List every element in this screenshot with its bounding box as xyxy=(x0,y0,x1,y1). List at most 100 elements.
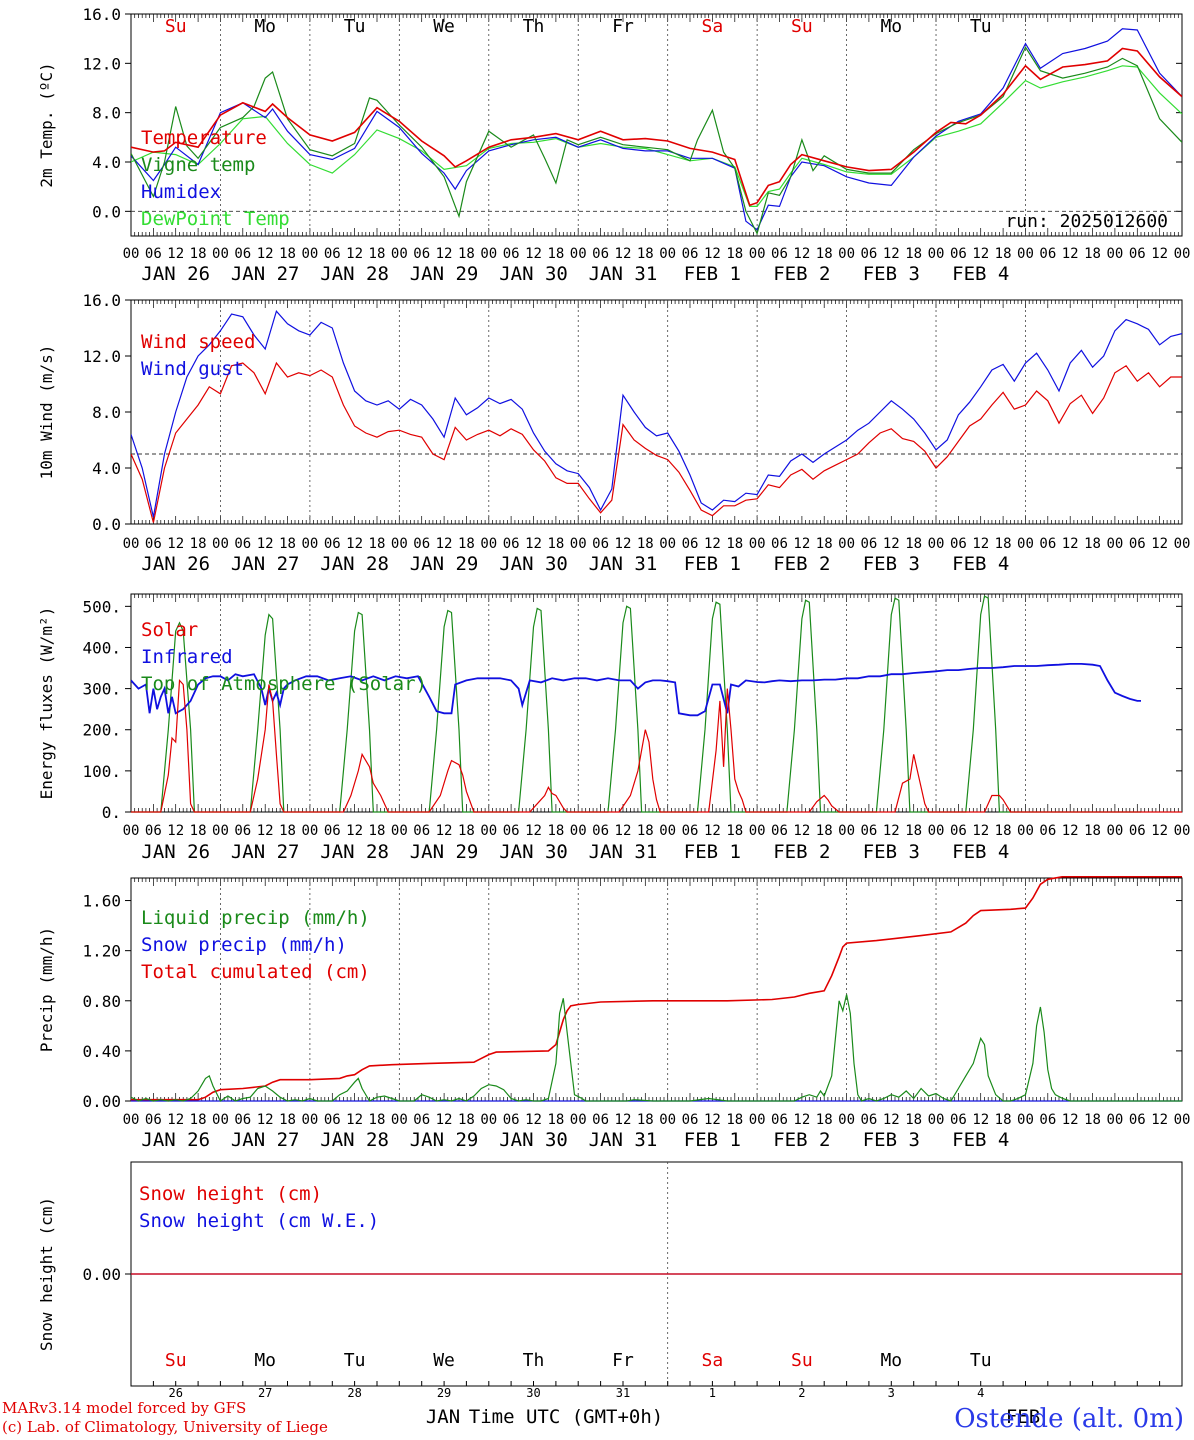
weekday-label: Tu xyxy=(344,1350,366,1371)
hour-tick-label: 12 xyxy=(1151,823,1168,839)
hour-tick-label: 00 xyxy=(838,246,855,262)
date-label: JAN 31 xyxy=(589,553,658,575)
panel-frame xyxy=(130,299,1183,525)
hour-ticks xyxy=(130,300,1183,524)
hour-tick-label: 00 xyxy=(480,823,497,839)
hour-tick-label: 00 xyxy=(1174,1112,1191,1128)
legend-entry: Temperature xyxy=(141,127,267,149)
hour-tick-label: 18 xyxy=(369,246,386,262)
date-label: FEB 2 xyxy=(773,841,830,863)
legend-entry: DewPoint Temp xyxy=(141,208,290,230)
hour-tick-label: 12 xyxy=(793,246,810,262)
hour-tick-label: 06 xyxy=(503,1112,520,1128)
date-label: JAN 31 xyxy=(589,1129,658,1151)
hour-tick-label: 00 xyxy=(659,536,676,552)
hour-tick-label: 18 xyxy=(279,823,296,839)
hour-tick-label: 06 xyxy=(1129,1112,1146,1128)
hour-tick-label: 06 xyxy=(950,536,967,552)
hour-tick-label: 18 xyxy=(816,536,833,552)
panel-frame xyxy=(130,593,1183,813)
hour-tick-label: 18 xyxy=(726,1112,743,1128)
hour-tick-label: 12 xyxy=(1151,1112,1168,1128)
hour-tick-label: 12 xyxy=(972,823,989,839)
hour-tick-label: 06 xyxy=(145,246,162,262)
hour-tick-label: 18 xyxy=(547,823,564,839)
y-tick-label: 0.00 xyxy=(82,1265,121,1284)
weekday-label: Tu xyxy=(970,1350,992,1371)
date-label: JAN 26 xyxy=(141,1129,210,1151)
hour-tick-label: 00 xyxy=(301,536,318,552)
hour-tick-label: 12 xyxy=(257,823,274,839)
date-label: JAN 29 xyxy=(410,841,479,863)
hour-tick-label: 18 xyxy=(190,1112,207,1128)
date-label: FEB 2 xyxy=(773,1129,830,1151)
date-label: JAN 30 xyxy=(499,263,568,285)
y-tick-label: 0.0 xyxy=(92,515,121,534)
hour-tick-label: 12 xyxy=(346,536,363,552)
hour-tick-label: 18 xyxy=(726,246,743,262)
y-tick-label: 500. xyxy=(82,597,121,616)
hour-tick-label: 00 xyxy=(838,536,855,552)
day-number-label: 30 xyxy=(526,1386,540,1400)
hour-tick-label: 12 xyxy=(257,536,274,552)
series-group xyxy=(131,595,1182,813)
hour-tick-label: 00 xyxy=(1017,823,1034,839)
hour-tick-label: 18 xyxy=(726,536,743,552)
y-tick-label: 16.0 xyxy=(82,291,121,310)
hour-tick-label: 12 xyxy=(883,823,900,839)
date-label: JAN 31 xyxy=(589,841,658,863)
hour-tick-label: 00 xyxy=(391,246,408,262)
hour-tick-label: 18 xyxy=(369,536,386,552)
hour-tick-label: 00 xyxy=(749,823,766,839)
hour-tick-label: 18 xyxy=(905,246,922,262)
day-number-label: 31 xyxy=(616,1386,630,1400)
hour-tick-label: 06 xyxy=(413,246,430,262)
hour-tick-label: 18 xyxy=(816,246,833,262)
series-line-solar xyxy=(131,678,1182,813)
hour-tick-label: 06 xyxy=(413,536,430,552)
y-tick-label: 8.0 xyxy=(92,403,121,422)
hour-tick-label: 18 xyxy=(547,1112,564,1128)
weekday-label: We xyxy=(433,1350,455,1371)
hour-tick-label: 18 xyxy=(995,1112,1012,1128)
hour-tick-label: 12 xyxy=(1151,246,1168,262)
date-label: FEB 1 xyxy=(684,841,741,863)
hour-tick-label: 12 xyxy=(972,246,989,262)
hour-tick-label: 06 xyxy=(682,536,699,552)
hour-tick-label: 06 xyxy=(771,823,788,839)
hour-tick-label: 06 xyxy=(145,823,162,839)
hour-tick-label: 18 xyxy=(995,536,1012,552)
hour-tick-label: 06 xyxy=(1039,246,1056,262)
series-line-vigne-temp xyxy=(131,46,1182,236)
hour-tick-label: 18 xyxy=(547,246,564,262)
legend-entry: Humidex xyxy=(141,181,221,203)
hour-tick-label: 12 xyxy=(257,1112,274,1128)
hour-tick-label: 00 xyxy=(301,1112,318,1128)
footer-line-lab: (c) Lab. of Climatology, University of L… xyxy=(2,1418,328,1436)
y-tick-label: 100. xyxy=(82,762,121,781)
hour-tick-label: 00 xyxy=(928,823,945,839)
hour-tick-label: 06 xyxy=(592,536,609,552)
hour-tick-label: 06 xyxy=(861,823,878,839)
series-line-dewpoint-temp xyxy=(131,65,1182,207)
date-label: JAN 30 xyxy=(499,553,568,575)
hour-ticks xyxy=(130,14,1183,236)
hour-tick-label: 18 xyxy=(1084,823,1101,839)
hour-tick-label: 00 xyxy=(1017,246,1034,262)
weekday-label: Fr xyxy=(612,1350,634,1371)
hour-tick-label: 18 xyxy=(279,246,296,262)
hour-tick-label: 18 xyxy=(816,1112,833,1128)
panel-frame xyxy=(130,13,1183,237)
hour-tick-label: 00 xyxy=(480,536,497,552)
date-label: JAN 28 xyxy=(320,553,389,575)
month-label: JAN xyxy=(426,1406,460,1428)
hour-tick-label: 12 xyxy=(1062,536,1079,552)
hour-tick-label: 18 xyxy=(190,246,207,262)
hour-tick-label: 06 xyxy=(324,823,341,839)
date-label: JAN 26 xyxy=(141,553,210,575)
hour-tick-label: 00 xyxy=(928,536,945,552)
hour-tick-label: 00 xyxy=(928,1112,945,1128)
hour-tick-label: 06 xyxy=(1129,246,1146,262)
hour-tick-label: 06 xyxy=(861,536,878,552)
weekday-label: Fr xyxy=(612,16,634,37)
